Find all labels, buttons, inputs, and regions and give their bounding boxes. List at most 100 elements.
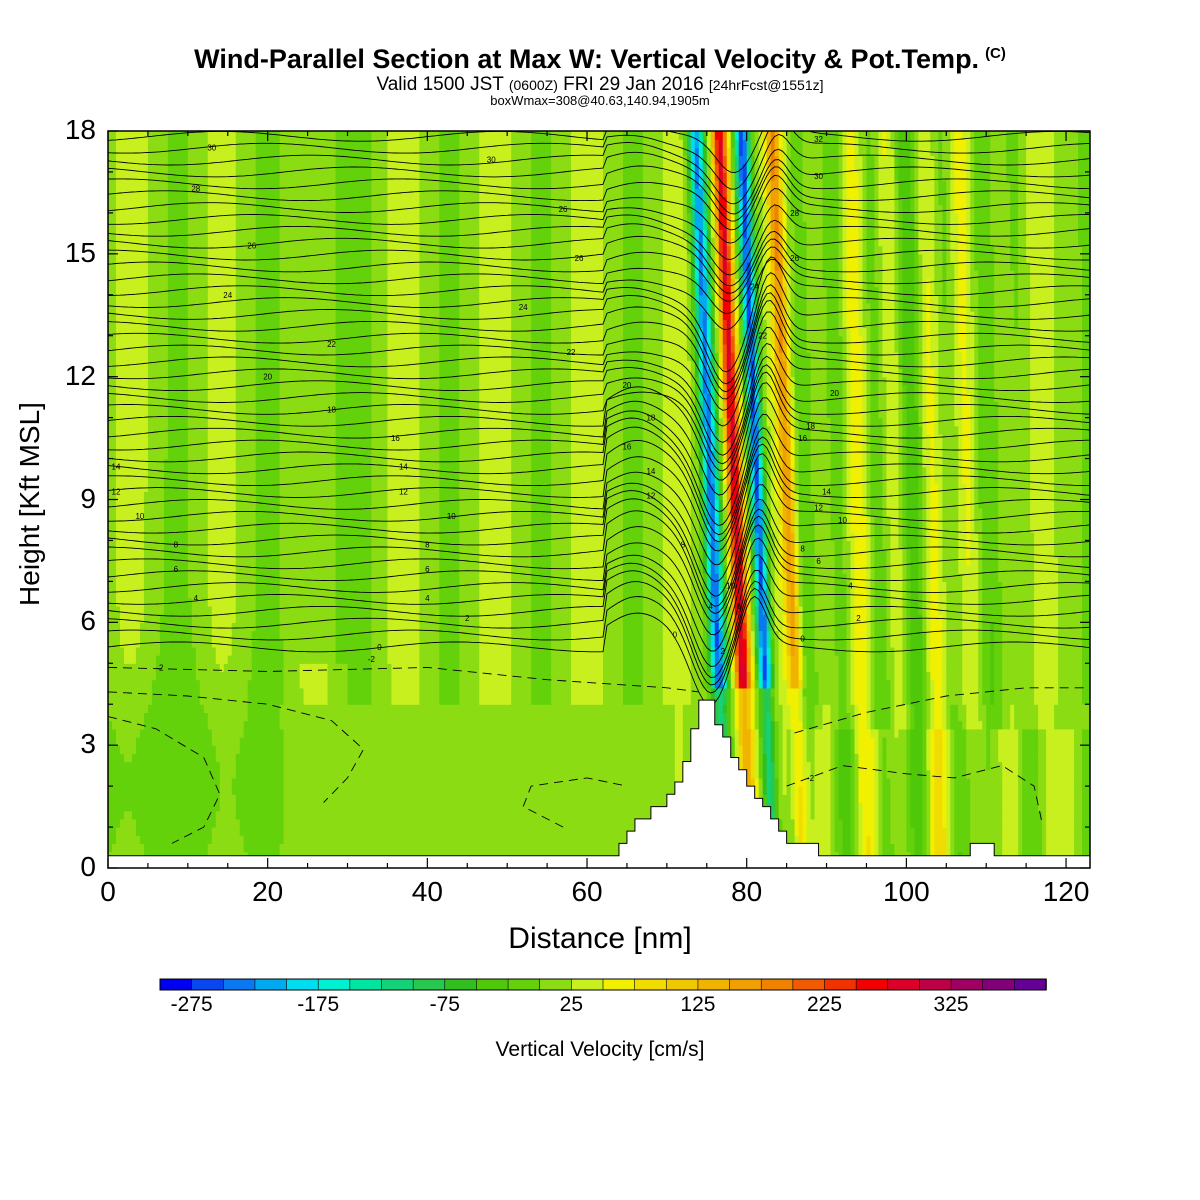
field-cell [1082, 442, 1090, 451]
field-cell [862, 368, 868, 378]
field-cell [750, 532, 756, 542]
field-cell [255, 442, 281, 451]
field-cell [531, 565, 552, 574]
field-cell [850, 687, 856, 697]
field-cell [531, 425, 552, 435]
field-cell [730, 712, 736, 722]
field-cell [762, 679, 768, 689]
field-cell [926, 630, 931, 640]
field-cell [439, 376, 460, 386]
field-cell [962, 679, 979, 689]
field-cell [143, 589, 165, 599]
field-cell [531, 687, 552, 697]
field-cell [662, 352, 688, 361]
chart-title: Wind-Parallel Section at Max W: Vertical… [194, 44, 1006, 74]
field-cell [702, 417, 708, 427]
field-cell [886, 753, 907, 763]
field-cell [115, 565, 145, 574]
field-cell [571, 417, 604, 427]
field-cell [962, 581, 979, 591]
field-cell [782, 409, 788, 419]
field-cell [207, 573, 237, 582]
field-cell [147, 327, 169, 337]
field-cell [531, 466, 552, 476]
field-cell [770, 556, 776, 566]
field-cell [1074, 753, 1083, 763]
field-cell [982, 548, 999, 558]
field-cell [255, 360, 281, 370]
field-cell [738, 524, 744, 533]
field-cell [1054, 425, 1083, 435]
field-cell [766, 409, 776, 419]
field-cell [702, 335, 708, 345]
field-cell [722, 384, 728, 394]
field-cell [758, 409, 764, 419]
field-cell [551, 663, 572, 673]
field-cell [926, 376, 935, 386]
field-cell [602, 409, 624, 419]
field-cell [108, 532, 117, 542]
field-cell [479, 622, 512, 632]
field-cell [974, 474, 979, 484]
field-cell [551, 302, 572, 312]
field-cell [998, 728, 1019, 738]
field-cell [387, 466, 420, 476]
field-cell [231, 630, 253, 640]
field-cell [842, 818, 852, 828]
field-cell [459, 696, 480, 705]
field-cell [714, 491, 720, 501]
field-cell [906, 671, 911, 681]
field-cell [698, 458, 704, 468]
field-cell [902, 458, 907, 468]
field-cell [722, 573, 728, 582]
field-cell [942, 491, 959, 501]
field-cell [982, 679, 991, 689]
field-cell [838, 302, 844, 312]
field-cell [143, 524, 165, 533]
field-cell [870, 597, 876, 607]
field-cell [108, 745, 121, 754]
field-cell [387, 581, 420, 591]
field-cell [918, 556, 923, 566]
field-cell [922, 474, 927, 484]
field-cell [211, 728, 245, 738]
field-cell [710, 499, 716, 509]
field-cell [742, 311, 748, 320]
field-cell [754, 565, 760, 574]
field-cell [551, 458, 572, 468]
field-cell [642, 507, 664, 517]
field-cell [730, 352, 736, 361]
field-cell [854, 589, 868, 599]
field-cell [786, 458, 792, 468]
field-cell [962, 417, 971, 427]
field-cell [778, 630, 784, 640]
field-cell [602, 499, 624, 509]
field-cell [734, 327, 740, 337]
field-cell [786, 540, 792, 550]
field-cell [419, 597, 440, 607]
field-cell [255, 556, 281, 566]
field-cell [906, 753, 911, 763]
field-cell [551, 581, 572, 591]
field-cell [754, 327, 760, 337]
field-cell [882, 433, 888, 443]
field-cell [846, 573, 852, 582]
field-cell [746, 425, 752, 435]
field-cell [531, 352, 552, 361]
field-cell [279, 368, 337, 378]
field-cell [786, 515, 792, 525]
field-cell [718, 696, 724, 705]
field-cell [934, 794, 943, 804]
field-cell [778, 515, 784, 525]
field-cell [930, 483, 939, 492]
field-cell [866, 474, 872, 484]
field-cell [247, 704, 281, 714]
field-cell [910, 802, 923, 812]
field-cell [790, 368, 796, 378]
field-cell [730, 565, 736, 574]
field-cell [419, 556, 440, 566]
field-cell [830, 794, 836, 804]
field-cell [718, 704, 724, 714]
field-cell [1030, 335, 1055, 345]
field-cell [195, 646, 217, 656]
